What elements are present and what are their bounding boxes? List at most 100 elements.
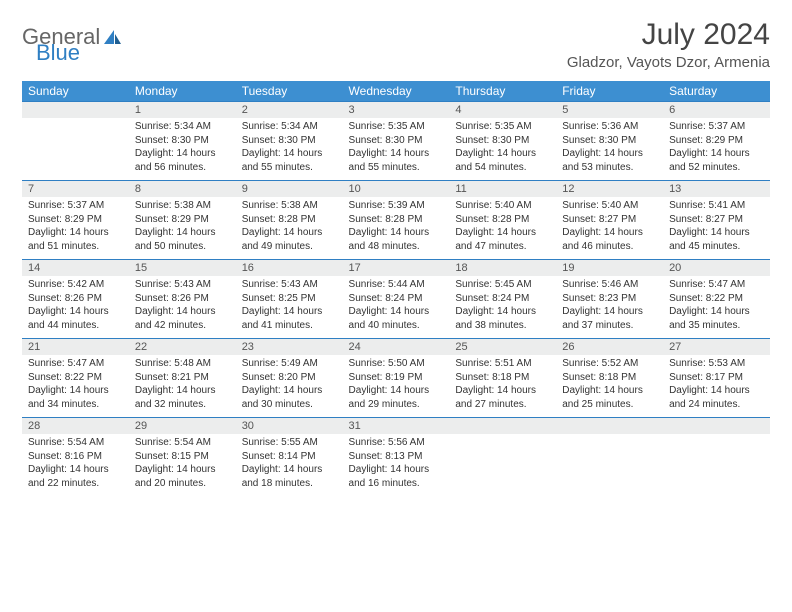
- day2-text: and 27 minutes.: [455, 398, 550, 412]
- sunset-text: Sunset: 8:30 PM: [135, 134, 230, 148]
- sunrise-text: Sunrise: 5:43 AM: [242, 278, 337, 292]
- day-cell: Sunrise: 5:36 AMSunset: 8:30 PMDaylight:…: [556, 118, 663, 181]
- dayhead-sun: Sunday: [22, 81, 129, 102]
- date-number: [22, 102, 129, 119]
- date-number: 6: [663, 102, 770, 119]
- day-cell: Sunrise: 5:47 AMSunset: 8:22 PMDaylight:…: [663, 276, 770, 339]
- day2-text: and 22 minutes.: [28, 477, 123, 491]
- day-cell: Sunrise: 5:40 AMSunset: 8:28 PMDaylight:…: [449, 197, 556, 260]
- day-cell: Sunrise: 5:49 AMSunset: 8:20 PMDaylight:…: [236, 355, 343, 418]
- day-data-row: Sunrise: 5:47 AMSunset: 8:22 PMDaylight:…: [22, 355, 770, 418]
- day-cell: Sunrise: 5:55 AMSunset: 8:14 PMDaylight:…: [236, 434, 343, 496]
- sunrise-text: Sunrise: 5:34 AM: [242, 120, 337, 134]
- dayhead-wed: Wednesday: [343, 81, 450, 102]
- day-cell: Sunrise: 5:56 AMSunset: 8:13 PMDaylight:…: [343, 434, 450, 496]
- day1-text: Daylight: 14 hours: [455, 226, 550, 240]
- date-number: 8: [129, 181, 236, 198]
- date-number: 28: [22, 418, 129, 435]
- date-number-row: 28293031: [22, 418, 770, 435]
- day2-text: and 53 minutes.: [562, 161, 657, 175]
- day-cell: Sunrise: 5:46 AMSunset: 8:23 PMDaylight:…: [556, 276, 663, 339]
- day-data-row: Sunrise: 5:54 AMSunset: 8:16 PMDaylight:…: [22, 434, 770, 496]
- day1-text: Daylight: 14 hours: [242, 305, 337, 319]
- day2-text: and 50 minutes.: [135, 240, 230, 254]
- day2-text: and 55 minutes.: [242, 161, 337, 175]
- sunrise-text: Sunrise: 5:53 AM: [669, 357, 764, 371]
- day-cell: [556, 434, 663, 496]
- dayhead-fri: Friday: [556, 81, 663, 102]
- date-number: 11: [449, 181, 556, 198]
- day1-text: Daylight: 14 hours: [349, 147, 444, 161]
- day2-text: and 30 minutes.: [242, 398, 337, 412]
- sunset-text: Sunset: 8:30 PM: [349, 134, 444, 148]
- day-cell: Sunrise: 5:52 AMSunset: 8:18 PMDaylight:…: [556, 355, 663, 418]
- sunrise-text: Sunrise: 5:50 AM: [349, 357, 444, 371]
- day2-text: and 46 minutes.: [562, 240, 657, 254]
- day1-text: Daylight: 14 hours: [135, 226, 230, 240]
- sunrise-text: Sunrise: 5:51 AM: [455, 357, 550, 371]
- date-number: 31: [343, 418, 450, 435]
- sunset-text: Sunset: 8:26 PM: [28, 292, 123, 306]
- day1-text: Daylight: 14 hours: [562, 384, 657, 398]
- page-header: General July 2024 Gladzor, Vayots Dzor, …: [22, 18, 770, 71]
- day1-text: Daylight: 14 hours: [669, 147, 764, 161]
- sunrise-text: Sunrise: 5:46 AM: [562, 278, 657, 292]
- day2-text: and 47 minutes.: [455, 240, 550, 254]
- day-cell: Sunrise: 5:42 AMSunset: 8:26 PMDaylight:…: [22, 276, 129, 339]
- day2-text: and 49 minutes.: [242, 240, 337, 254]
- sunset-text: Sunset: 8:30 PM: [242, 134, 337, 148]
- day-cell: Sunrise: 5:51 AMSunset: 8:18 PMDaylight:…: [449, 355, 556, 418]
- day2-text: and 18 minutes.: [242, 477, 337, 491]
- sunrise-text: Sunrise: 5:56 AM: [349, 436, 444, 450]
- sunrise-text: Sunrise: 5:54 AM: [28, 436, 123, 450]
- day-cell: Sunrise: 5:45 AMSunset: 8:24 PMDaylight:…: [449, 276, 556, 339]
- sunset-text: Sunset: 8:30 PM: [562, 134, 657, 148]
- day1-text: Daylight: 14 hours: [135, 384, 230, 398]
- day1-text: Daylight: 14 hours: [135, 147, 230, 161]
- date-number: 14: [22, 260, 129, 277]
- day-cell: Sunrise: 5:40 AMSunset: 8:27 PMDaylight:…: [556, 197, 663, 260]
- dayhead-tue: Tuesday: [236, 81, 343, 102]
- sunrise-text: Sunrise: 5:42 AM: [28, 278, 123, 292]
- sunset-text: Sunset: 8:28 PM: [455, 213, 550, 227]
- sunset-text: Sunset: 8:23 PM: [562, 292, 657, 306]
- dayhead-mon: Monday: [129, 81, 236, 102]
- date-number: [449, 418, 556, 435]
- day2-text: and 51 minutes.: [28, 240, 123, 254]
- sunset-text: Sunset: 8:29 PM: [669, 134, 764, 148]
- date-number: 21: [22, 339, 129, 356]
- date-number: 30: [236, 418, 343, 435]
- sunrise-text: Sunrise: 5:34 AM: [135, 120, 230, 134]
- sunrise-text: Sunrise: 5:35 AM: [349, 120, 444, 134]
- day-cell: Sunrise: 5:43 AMSunset: 8:26 PMDaylight:…: [129, 276, 236, 339]
- day2-text: and 41 minutes.: [242, 319, 337, 333]
- date-number: 2: [236, 102, 343, 119]
- sunrise-text: Sunrise: 5:55 AM: [242, 436, 337, 450]
- day1-text: Daylight: 14 hours: [455, 305, 550, 319]
- date-number: 13: [663, 181, 770, 198]
- date-number: 12: [556, 181, 663, 198]
- sunset-text: Sunset: 8:29 PM: [28, 213, 123, 227]
- day1-text: Daylight: 14 hours: [562, 305, 657, 319]
- date-number: 4: [449, 102, 556, 119]
- sunrise-text: Sunrise: 5:44 AM: [349, 278, 444, 292]
- day2-text: and 37 minutes.: [562, 319, 657, 333]
- day-cell: Sunrise: 5:39 AMSunset: 8:28 PMDaylight:…: [343, 197, 450, 260]
- date-number: [663, 418, 770, 435]
- sunrise-text: Sunrise: 5:47 AM: [669, 278, 764, 292]
- day1-text: Daylight: 14 hours: [455, 384, 550, 398]
- day-cell: Sunrise: 5:38 AMSunset: 8:29 PMDaylight:…: [129, 197, 236, 260]
- day-cell: Sunrise: 5:50 AMSunset: 8:19 PMDaylight:…: [343, 355, 450, 418]
- date-number: 18: [449, 260, 556, 277]
- day1-text: Daylight: 14 hours: [135, 305, 230, 319]
- day1-text: Daylight: 14 hours: [669, 226, 764, 240]
- sunset-text: Sunset: 8:21 PM: [135, 371, 230, 385]
- sunrise-text: Sunrise: 5:45 AM: [455, 278, 550, 292]
- date-number: 17: [343, 260, 450, 277]
- day1-text: Daylight: 14 hours: [349, 226, 444, 240]
- day2-text: and 42 minutes.: [135, 319, 230, 333]
- day2-text: and 16 minutes.: [349, 477, 444, 491]
- date-number: 27: [663, 339, 770, 356]
- sunset-text: Sunset: 8:28 PM: [242, 213, 337, 227]
- sunset-text: Sunset: 8:15 PM: [135, 450, 230, 464]
